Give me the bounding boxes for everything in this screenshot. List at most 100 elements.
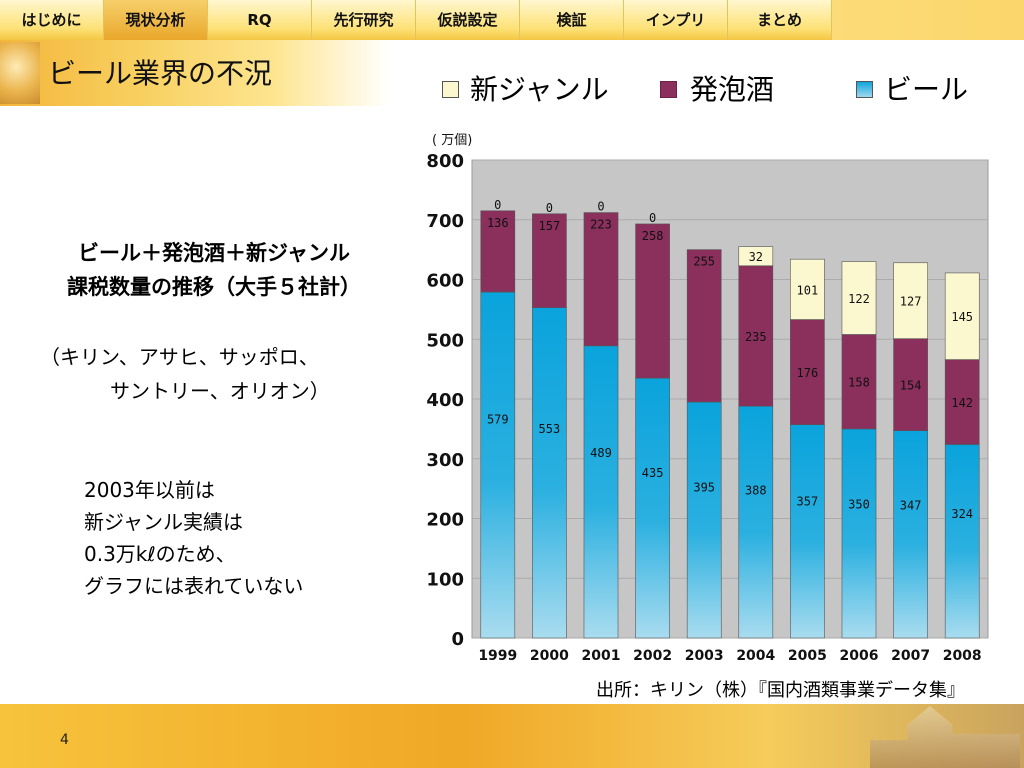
bar-segment-beer — [944, 444, 980, 639]
bar-segment-happoshu — [686, 249, 722, 403]
x-tick-label: 2000 — [530, 648, 569, 664]
tab-kasetsu-settei[interactable]: 仮説設定 — [416, 0, 520, 40]
page-number: 4 — [60, 732, 69, 748]
companies-note: （キリン、アサヒ、サッポロ、 サントリー、オリオン） — [40, 340, 370, 408]
data-label: 158 — [848, 376, 870, 390]
chart-heading: ビール＋発泡酒＋新ジャンル 課税数量の推移（大手５社計） — [30, 236, 398, 304]
bar-segment-happoshu — [480, 210, 516, 293]
bar-segment-new-genre — [738, 246, 774, 267]
data-label: 127 — [900, 295, 922, 309]
y-tick-label: 300 — [426, 450, 464, 471]
data-label: 388 — [745, 483, 767, 497]
data-label: 435 — [642, 466, 664, 480]
tab-senko-kenkyu[interactable]: 先行研究 — [312, 0, 416, 40]
bar-segment-happoshu — [893, 338, 928, 431]
data-label: 176 — [797, 366, 819, 380]
data-label: 32 — [749, 250, 763, 264]
y-tick-label: 700 — [426, 211, 464, 232]
x-tick-label: 2003 — [685, 648, 724, 664]
heading-line-2: 課税数量の推移（大手５社計） — [67, 275, 361, 299]
data-label: 145 — [951, 310, 973, 324]
x-tick-label: 2005 — [788, 648, 827, 664]
tab-kensho[interactable]: 検証 — [520, 0, 624, 40]
legend-happoshu: 発泡酒 — [660, 72, 774, 108]
data-label: 350 — [848, 497, 870, 511]
tab-hajimeni[interactable]: はじめに — [0, 0, 104, 40]
new-genre-note: 2003年以前は 新ジャンル実績は 0.3万kℓのため、 グラフには表れていない — [84, 474, 303, 602]
legend-label-new-genre: 新ジャンル — [470, 73, 609, 106]
bar-segment-new-genre — [893, 262, 928, 339]
x-tick-label: 2007 — [891, 648, 930, 664]
data-label: 255 — [693, 255, 715, 269]
data-label: 347 — [900, 498, 922, 512]
data-label: 235 — [745, 330, 767, 344]
data-label: 324 — [951, 507, 973, 521]
data-label: 0 — [546, 201, 553, 215]
x-tick-label: 2008 — [943, 648, 982, 664]
data-label: 579 — [487, 413, 509, 427]
data-label: 154 — [900, 379, 922, 393]
bar-segment-happoshu — [790, 319, 825, 425]
note-line-2: 新ジャンル実績は — [84, 510, 243, 534]
tab-matome[interactable]: まとめ — [728, 0, 832, 40]
legend-swatch-happoshu — [660, 81, 677, 98]
data-label: 553 — [539, 422, 561, 436]
title-band — [0, 40, 390, 106]
data-label: 136 — [487, 216, 509, 230]
data-label: 258 — [642, 229, 664, 243]
data-label: 0 — [597, 200, 604, 214]
data-label: 101 — [797, 283, 819, 297]
unit-label: ( 万個) — [432, 133, 472, 148]
bar-segment-beer — [635, 377, 670, 639]
bar-segment-happoshu — [635, 223, 670, 379]
legend-label-beer: ビール — [884, 73, 969, 106]
bar-segment-beer — [583, 345, 619, 639]
x-tick-label: 2004 — [736, 648, 775, 664]
note-line-4: グラフには表れていない — [84, 574, 304, 598]
top-navigation: はじめに 現状分析 RQ 先行研究 仮説設定 検証 インプリ まとめ — [0, 0, 1024, 40]
y-tick-label: 400 — [426, 390, 464, 411]
legend-swatch-beer — [856, 81, 873, 98]
data-label: 157 — [539, 219, 561, 233]
note-line-1: 2003年以前は — [84, 478, 215, 502]
bar-segment-beer — [893, 430, 928, 639]
x-tick-label: 2006 — [840, 648, 879, 664]
bar-segment-beer — [841, 428, 877, 639]
data-label: 395 — [693, 481, 715, 495]
bar-segment-new-genre — [944, 272, 980, 360]
y-tick-label: 800 — [426, 151, 464, 172]
x-tick-label: 2002 — [633, 648, 672, 664]
bar-segment-new-genre — [790, 258, 825, 320]
y-tick-label: 100 — [426, 569, 464, 590]
bar-segment-beer — [686, 401, 722, 639]
x-tick-label: 2001 — [582, 648, 621, 664]
data-label: 0 — [494, 198, 501, 212]
tab-genjo-bunseki[interactable]: 現状分析 — [104, 0, 208, 40]
data-label: 0 — [649, 211, 656, 225]
x-tick-label: 1999 — [478, 648, 517, 664]
bar-segment-beer — [532, 307, 567, 639]
bar-segment-happoshu — [944, 359, 980, 445]
bar-segment-happoshu — [583, 212, 619, 347]
data-label: 122 — [848, 292, 870, 306]
y-tick-label: 500 — [426, 330, 464, 351]
legend-swatch-new-genre — [442, 81, 459, 98]
tab-rq[interactable]: RQ — [208, 0, 312, 40]
tab-inpuri[interactable]: インプリ — [624, 0, 728, 40]
legend-new-genre: 新ジャンル — [442, 72, 609, 108]
bar-segment-new-genre — [841, 261, 877, 335]
source-citation: 出所：キリン（株）『国内酒類事業データ集』 — [596, 680, 965, 701]
y-tick-label: 200 — [426, 510, 464, 531]
companies-line-2: サントリー、オリオン） — [110, 379, 330, 403]
bar-segment-beer — [790, 424, 825, 639]
y-tick-label: 600 — [426, 271, 464, 292]
legend-label-happoshu: 発泡酒 — [690, 73, 775, 106]
data-label: 489 — [590, 446, 612, 460]
bar-segment-beer — [738, 405, 774, 639]
y-tick-label: 0 — [451, 629, 464, 650]
beer-glass-image — [0, 42, 40, 104]
heading-line-1: ビール＋発泡酒＋新ジャンル — [78, 241, 350, 265]
bar-segment-happoshu — [532, 213, 567, 308]
data-label: 223 — [590, 218, 612, 232]
footer-band — [0, 704, 1024, 768]
